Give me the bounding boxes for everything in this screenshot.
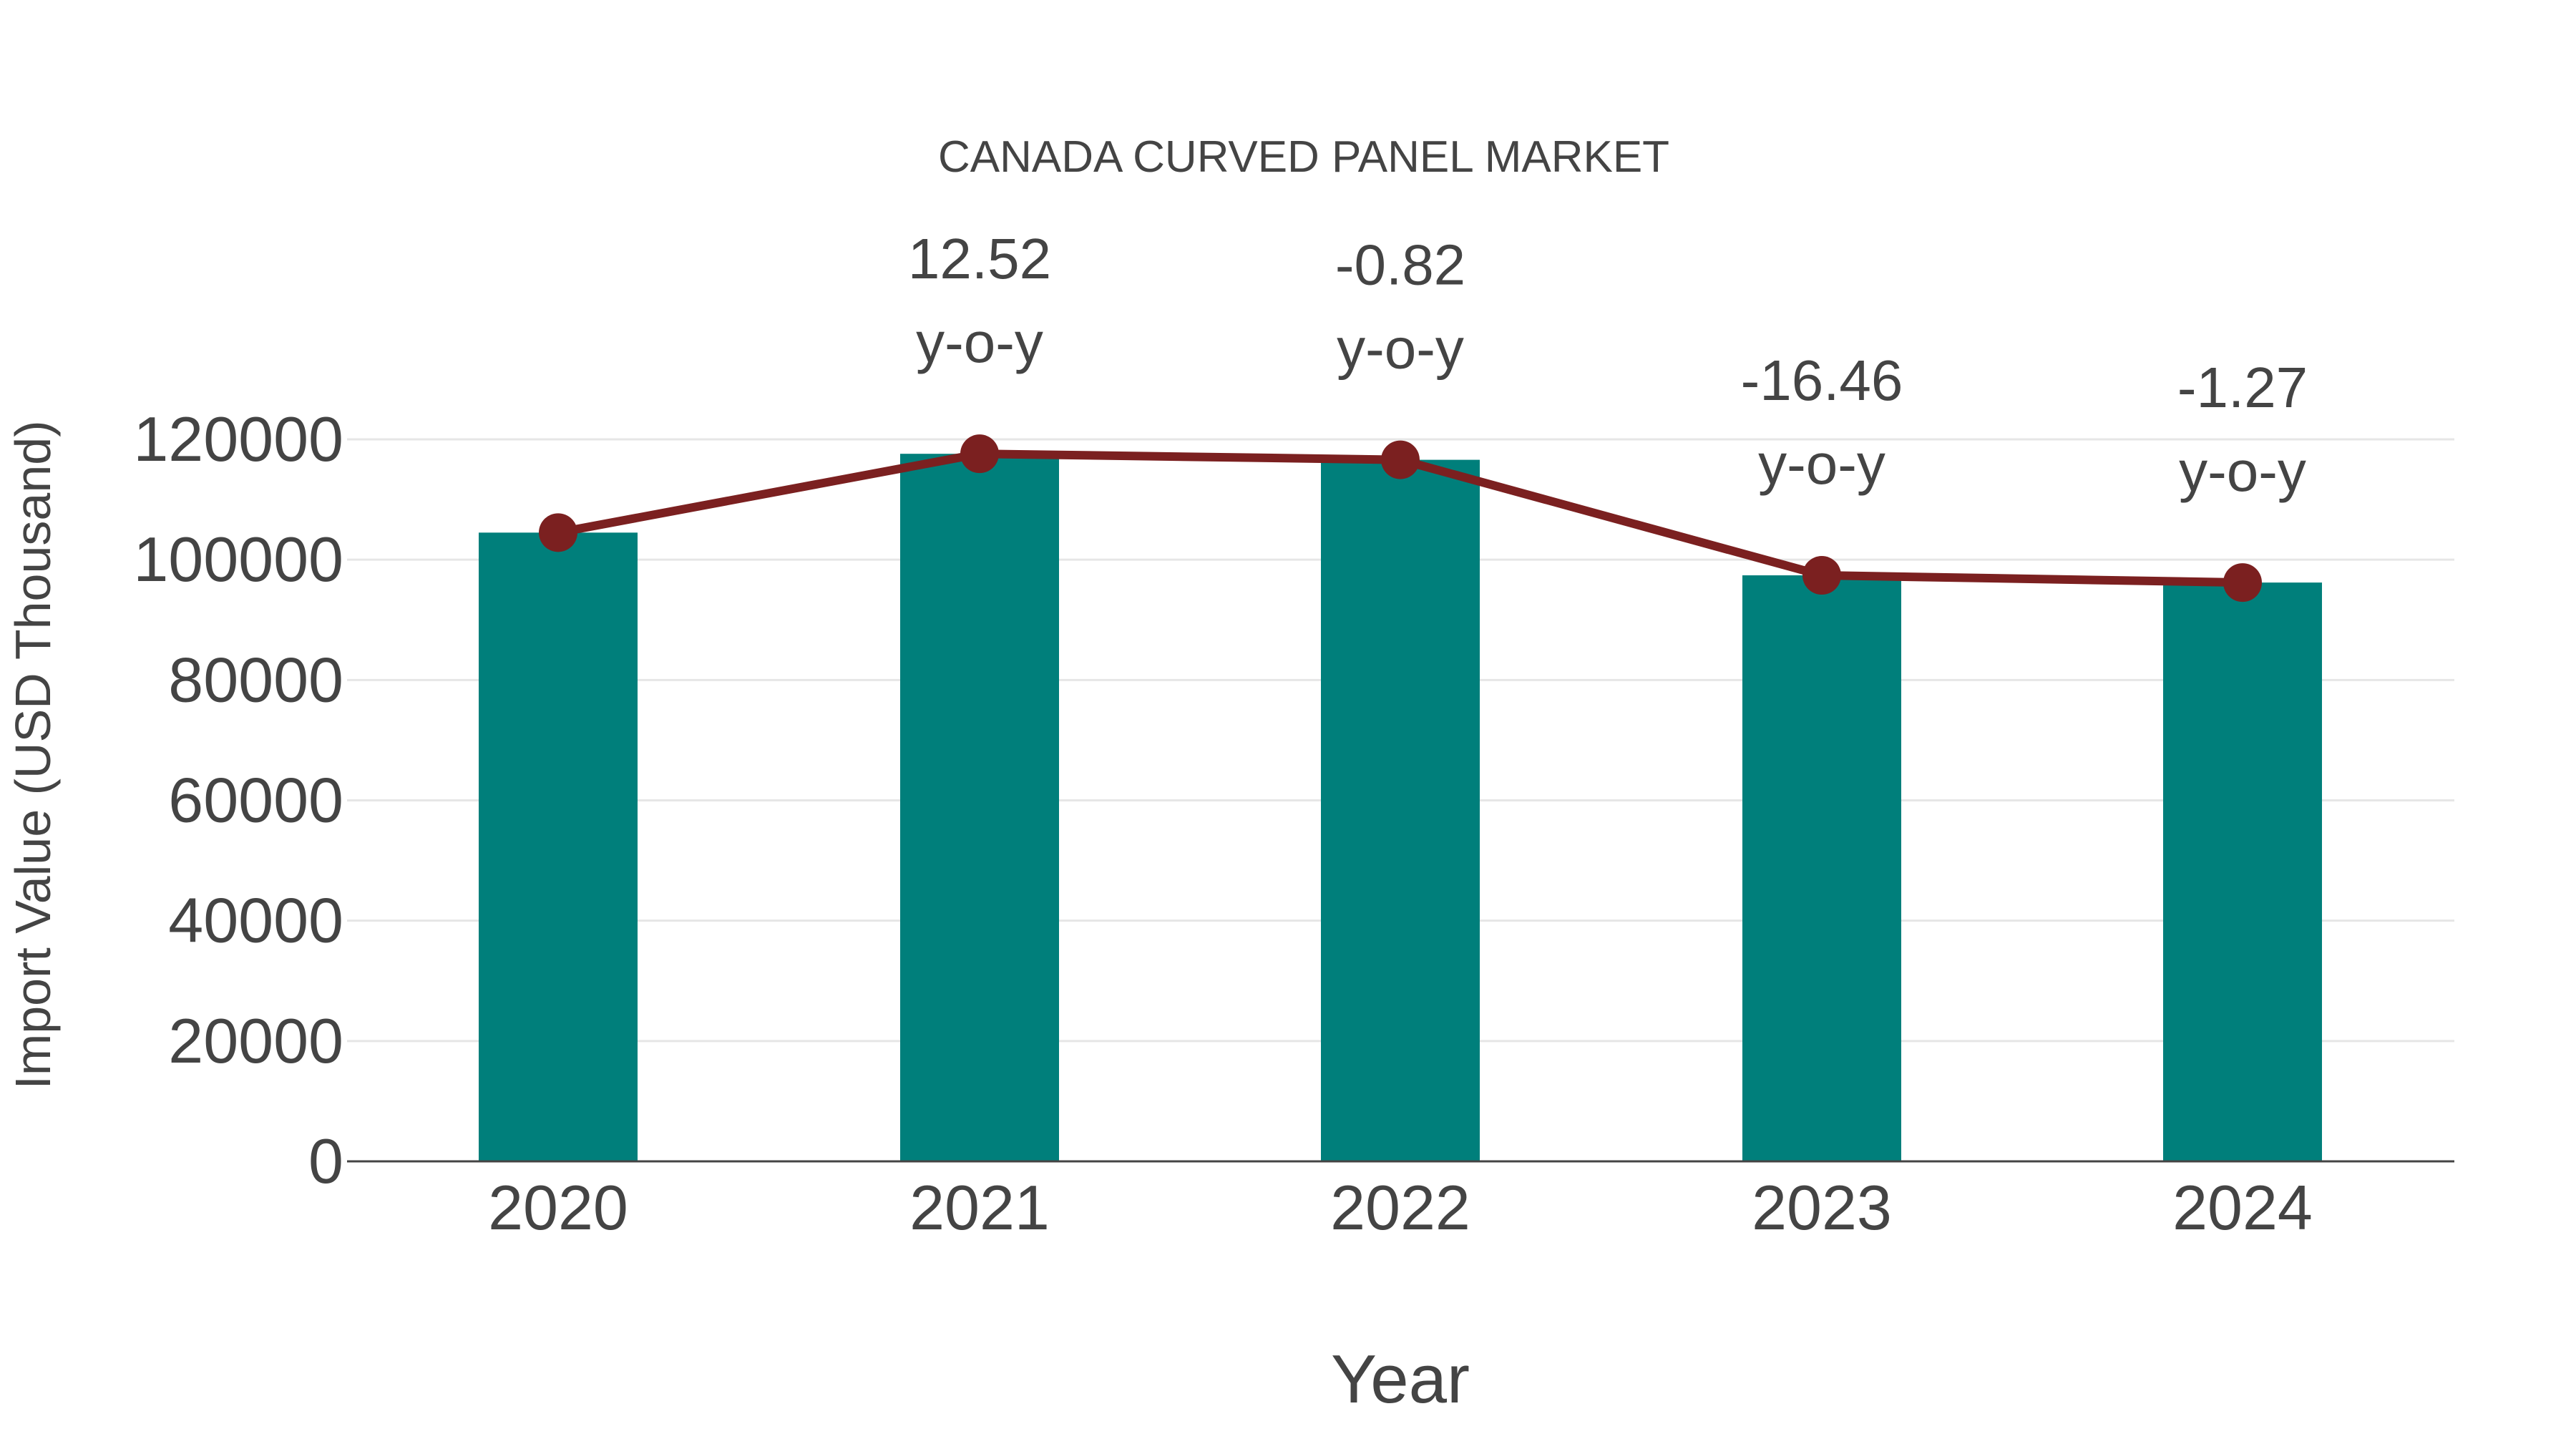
x-tick-label: 2021 — [909, 1172, 1050, 1243]
bar — [1321, 459, 1480, 1161]
yoy-annotations: 12.52 y-o-y -0.82 y-o-y -16.46 y-o-y -1.27 y-o-… — [908, 227, 2308, 503]
yoy-label: y-o-y — [2179, 439, 2306, 503]
line-marker — [960, 434, 999, 474]
y-tick-label: 20000 — [168, 1005, 343, 1076]
x-tick-label: 2022 — [1330, 1172, 1470, 1243]
line-marker — [1802, 556, 1841, 595]
yoy-label: y-o-y — [916, 311, 1043, 374]
x-tick-label: 2023 — [1752, 1172, 1892, 1243]
yoy-value: -0.82 — [1335, 233, 1465, 297]
yoy-label: y-o-y — [1337, 317, 1464, 381]
yoy-value: -1.27 — [2177, 356, 2308, 419]
bar — [900, 454, 1059, 1161]
chart-title: CANADA CURVED PANEL MARKET — [938, 132, 1669, 182]
y-tick-label: 60000 — [168, 765, 343, 836]
x-tick-label: 2020 — [488, 1172, 628, 1243]
bar — [479, 532, 638, 1161]
line-marker — [1381, 440, 1420, 479]
y-tick-label: 0 — [308, 1126, 343, 1196]
trend-line — [539, 434, 2262, 602]
line-marker — [539, 513, 577, 552]
yoy-value: 12.52 — [908, 227, 1051, 291]
y-tick-label: 120000 — [133, 404, 343, 474]
x-axis-ticks: 2020 2021 2022 2023 2024 — [488, 1172, 2313, 1243]
x-axis-title: Year — [1331, 1341, 1470, 1418]
y-tick-label: 80000 — [168, 644, 343, 715]
y-axis-ticks: 0 20000 40000 60000 80000 100000 120000 — [133, 404, 343, 1196]
bar — [2163, 582, 2322, 1161]
bars — [479, 454, 2322, 1161]
y-tick-label: 40000 — [168, 885, 343, 956]
y-tick-label: 100000 — [133, 524, 343, 595]
bar — [1742, 575, 1901, 1161]
y-axis-label: Import Value (USD Thousand) — [5, 420, 61, 1089]
yoy-label: y-o-y — [1758, 432, 1885, 496]
yoy-value: -16.46 — [1741, 348, 1903, 412]
line-marker — [2223, 563, 2262, 602]
x-tick-label: 2024 — [2172, 1172, 2313, 1243]
